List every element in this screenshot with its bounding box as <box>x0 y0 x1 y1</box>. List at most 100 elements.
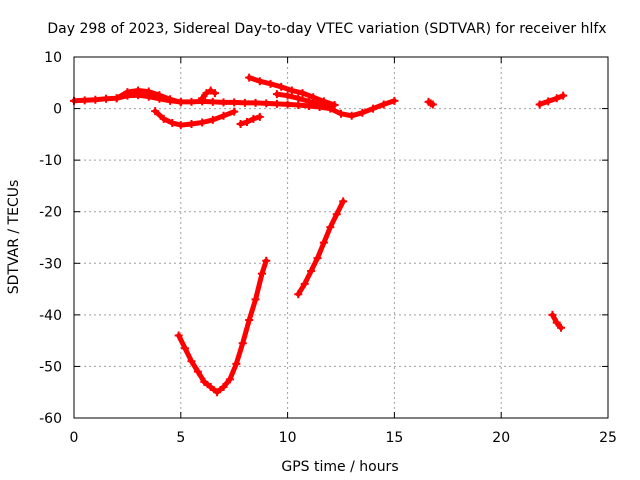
x-tick-label: 5 <box>176 430 185 446</box>
series-line <box>238 114 263 127</box>
data-point <box>548 310 557 319</box>
data-point <box>230 107 239 116</box>
data-point <box>255 112 264 121</box>
data-point <box>240 98 249 107</box>
data-point <box>187 120 196 129</box>
data-point <box>91 95 100 104</box>
y-tick-label: -50 <box>39 359 62 375</box>
data-point <box>390 96 399 105</box>
data-point <box>245 316 254 325</box>
data-point <box>208 115 217 124</box>
plot-frame <box>73 56 609 419</box>
y-tick-label: 10 <box>44 50 62 66</box>
series-track-evening-bump <box>424 97 437 109</box>
data-point <box>262 256 271 265</box>
series-line <box>199 88 218 101</box>
data-point <box>255 77 264 86</box>
y-tick-label: -60 <box>39 411 62 427</box>
data-point <box>298 89 307 98</box>
data-point <box>219 111 228 120</box>
data-point <box>251 295 260 304</box>
data-point <box>358 108 367 117</box>
y-tick-label: -40 <box>39 308 62 324</box>
tick-labels: 0 5 10 15 20 25 10 0 -10 -20 -30 -40 -50 -60 <box>39 50 617 446</box>
data-point <box>159 114 168 123</box>
data-point <box>294 94 303 103</box>
data-point <box>552 318 561 327</box>
data-point <box>307 267 316 276</box>
data-point <box>168 119 177 128</box>
series-track-u-shape <box>174 256 271 397</box>
data-point <box>326 223 335 232</box>
y-axis-label: SDTVAR / TECUs <box>6 180 22 295</box>
data-point <box>176 121 185 130</box>
chart-title: Day 298 of 2023, Sidereal Day-to-day VTE… <box>47 21 606 37</box>
series-group <box>70 73 568 397</box>
data-point <box>144 87 153 96</box>
y-tick-label: 0 <box>53 102 62 118</box>
y-tick-label: -30 <box>39 256 62 272</box>
data-point <box>249 114 258 123</box>
y-tick-label: -20 <box>39 205 62 221</box>
data-point <box>206 86 215 95</box>
data-point <box>219 383 228 392</box>
data-point <box>198 118 207 127</box>
data-point <box>213 388 222 397</box>
data-point <box>287 86 296 95</box>
x-tick-label: 0 <box>70 430 79 446</box>
data-point <box>313 254 322 263</box>
data-point <box>272 90 281 99</box>
x-tick-label: 20 <box>492 430 510 446</box>
data-point <box>277 82 286 91</box>
x-tick-label: 10 <box>279 430 297 446</box>
data-point <box>300 279 309 288</box>
series-track-midday-high <box>245 73 339 109</box>
data-point <box>187 357 196 366</box>
data-point <box>309 93 318 102</box>
data-point <box>294 100 303 109</box>
series-track-small-spur <box>198 86 219 103</box>
data-point <box>428 100 437 109</box>
data-point <box>155 91 164 100</box>
data-point <box>102 94 111 103</box>
series-track-late-drop <box>548 310 566 332</box>
data-point <box>552 94 561 103</box>
data-point <box>245 73 254 82</box>
data-point <box>283 91 292 100</box>
data-point <box>193 367 202 376</box>
data-point <box>208 97 217 106</box>
data-point <box>319 238 328 247</box>
data-point <box>330 100 339 109</box>
y-tick-label: -10 <box>39 153 62 169</box>
series-track-rising-line <box>294 197 348 299</box>
data-point <box>266 79 275 88</box>
data-point <box>187 97 196 106</box>
x-tick-label: 15 <box>385 430 403 446</box>
data-point <box>200 377 209 386</box>
data-point <box>236 120 245 129</box>
data-point <box>257 269 266 278</box>
series-track-early-bump <box>112 86 185 107</box>
data-point <box>80 96 89 105</box>
data-point <box>326 103 335 112</box>
data-point <box>219 98 228 107</box>
series-track-afternoon-short <box>236 112 264 129</box>
series-track-late-rise <box>535 91 568 109</box>
data-point <box>243 117 252 126</box>
x-axis-label: GPS time / hours <box>281 459 398 475</box>
data-point <box>304 97 313 106</box>
data-point <box>174 331 183 340</box>
data-point <box>151 107 160 116</box>
data-point <box>206 383 215 392</box>
data-point <box>176 98 185 107</box>
series-line <box>537 93 566 107</box>
data-point <box>369 104 378 113</box>
data-point <box>315 100 324 109</box>
data-point <box>112 94 121 103</box>
data-point <box>544 97 553 106</box>
series-line <box>295 198 346 297</box>
data-point <box>535 100 544 109</box>
data-point <box>134 86 143 95</box>
